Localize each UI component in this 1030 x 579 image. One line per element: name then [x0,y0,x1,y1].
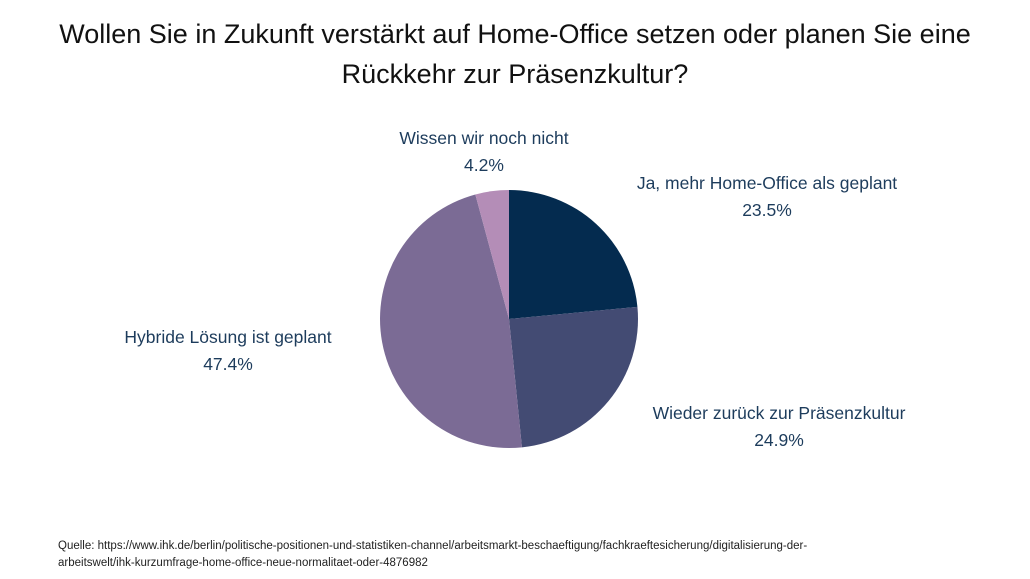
chart-title-line-1: Wollen Sie in Zukunft verstärkt auf Home… [59,19,971,49]
slice-value-wieder-zurueck: 24.9% [754,430,804,450]
chart-title: Wollen Sie in Zukunft verstärkt auf Home… [0,14,1030,94]
chart-title-line-2: Rückkehr zur Präsenzkultur? [341,59,689,89]
slice-label-ja-mehr-home-office: Ja, mehr Home-Office als geplant [637,173,897,193]
source-note: Quelle: https://www.ihk.de/berlin/politi… [58,538,958,572]
pie-slice-wieder-zurueck [509,306,639,448]
pie-slice-wissen-nicht [475,190,509,319]
slice-value-ja-mehr-home-office: 23.5% [742,200,792,220]
slice-value-wissen-nicht: 4.2% [464,155,504,175]
source-line-2: arbeitswelt/ihk-kurzumfrage-home-office-… [58,557,428,569]
source-line-1: Quelle: https://www.ihk.de/berlin/politi… [58,540,808,552]
pie-slices [380,190,639,449]
slice-label-wieder-zurueck: Wieder zurück zur Präsenzkultur [653,403,906,423]
pie-slice-ja-mehr-home-office [509,190,638,319]
pie-slice-hybride-loesung [380,194,522,449]
slice-label-hybride-loesung: Hybride Lösung ist geplant [124,327,331,347]
slice-value-hybride-loesung: 47.4% [203,354,253,374]
pie-labels: Ja, mehr Home-Office als geplant 23.5% Wie… [124,128,905,450]
slice-label-wissen-nicht: Wissen wir noch nicht [399,128,568,148]
